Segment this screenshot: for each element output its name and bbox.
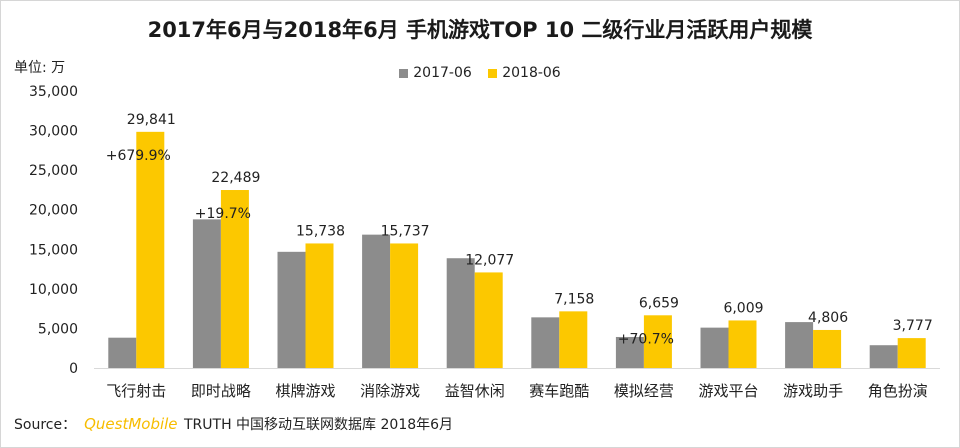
bar-2018-06 xyxy=(559,311,588,368)
x-tick-label: 模拟经营 xyxy=(614,382,674,400)
bar-2018-06 xyxy=(220,190,249,368)
data-label-2018-06: 6,009 xyxy=(723,300,763,316)
y-tick-label: 5,000 xyxy=(38,321,78,337)
bar-2017-06 xyxy=(362,234,391,368)
data-label-2018-06: 22,489 xyxy=(211,170,260,186)
legend-label-2017: 2017-06 xyxy=(413,65,472,81)
legend-label-2018: 2018-06 xyxy=(502,65,561,81)
legend-item-2018: 2018-06 xyxy=(488,65,561,81)
bar-2017-06 xyxy=(785,322,814,368)
x-tick-label: 游戏平台 xyxy=(698,382,758,400)
data-label-2018-06: 29,841 xyxy=(127,112,176,128)
y-tick-label: 10,000 xyxy=(29,282,78,298)
bar-2017-06 xyxy=(869,345,898,368)
source-prefix: Source： xyxy=(14,417,77,433)
bar-2017-06 xyxy=(108,337,137,368)
y-tick-label: 25,000 xyxy=(29,163,78,179)
bar-2018-06 xyxy=(474,272,503,368)
x-tick-label: 益智休闲 xyxy=(445,382,505,400)
x-tick-label: 角色扮演 xyxy=(868,382,928,400)
brand-logo-text: QuestMobile xyxy=(84,415,178,433)
x-tick-label: 消除游戏 xyxy=(360,382,420,400)
legend-item-2017: 2017-06 xyxy=(399,65,472,81)
y-axis-unit-label: 单位: 万 xyxy=(14,60,66,76)
bar-2017-06 xyxy=(277,251,306,368)
data-label-2018-06: 4,806 xyxy=(808,310,848,326)
source-footer: Source： QuestMobile TRUTH 中国移动互联网数据库 2018… xyxy=(14,414,453,434)
x-tick-label: 赛车跑酷 xyxy=(529,382,589,400)
source-text: TRUTH 中国移动互联网数据库 2018年6月 xyxy=(184,417,454,433)
chart-title: 2017年6月与2018年6月 手机游戏TOP 10 二级行业月活跃用户规模 xyxy=(147,18,813,42)
bar-2018-06 xyxy=(728,320,757,368)
bar-2017-06 xyxy=(531,317,560,368)
bar-2018-06 xyxy=(136,131,165,368)
y-tick-label: 0 xyxy=(69,361,78,377)
growth-rate-label: +679.9% xyxy=(106,148,171,164)
y-tick-label: 15,000 xyxy=(29,242,78,258)
data-label-2018-06: 15,738 xyxy=(296,223,345,239)
growth-rate-label: +70.7% xyxy=(618,331,674,347)
y-tick-label: 35,000 xyxy=(29,84,78,100)
data-label-2018-06: 3,777 xyxy=(893,318,933,334)
bar-2017-06 xyxy=(615,336,644,368)
y-tick-label: 20,000 xyxy=(29,203,78,219)
data-label-2018-06: 12,077 xyxy=(465,252,514,268)
x-tick-label: 即时战略 xyxy=(191,382,251,400)
y-tick-label: 30,000 xyxy=(29,124,78,140)
bar-2018-06 xyxy=(897,338,926,368)
data-label-2018-06: 15,737 xyxy=(381,223,430,239)
bar-2017-06 xyxy=(446,258,475,368)
data-label-2018-06: 6,659 xyxy=(639,295,679,311)
legend-swatch-2017 xyxy=(399,68,409,78)
chart-legend: 2017-06 2018-06 xyxy=(0,65,960,82)
growth-rate-label: +19.7% xyxy=(195,206,251,222)
data-label-2018-06: 7,158 xyxy=(554,291,594,307)
bar-2018-06 xyxy=(643,315,672,368)
bar-2017-06 xyxy=(192,219,221,368)
legend-swatch-2018 xyxy=(488,68,498,78)
bar-2018-06 xyxy=(813,329,842,368)
x-tick-label: 飞行射击 xyxy=(106,382,166,400)
bar-2018-06 xyxy=(305,243,334,368)
x-tick-label: 游戏助手 xyxy=(783,382,843,400)
x-tick-label: 棋牌游戏 xyxy=(275,382,335,400)
bar-2018-06 xyxy=(390,243,419,368)
bar-2017-06 xyxy=(700,327,729,368)
